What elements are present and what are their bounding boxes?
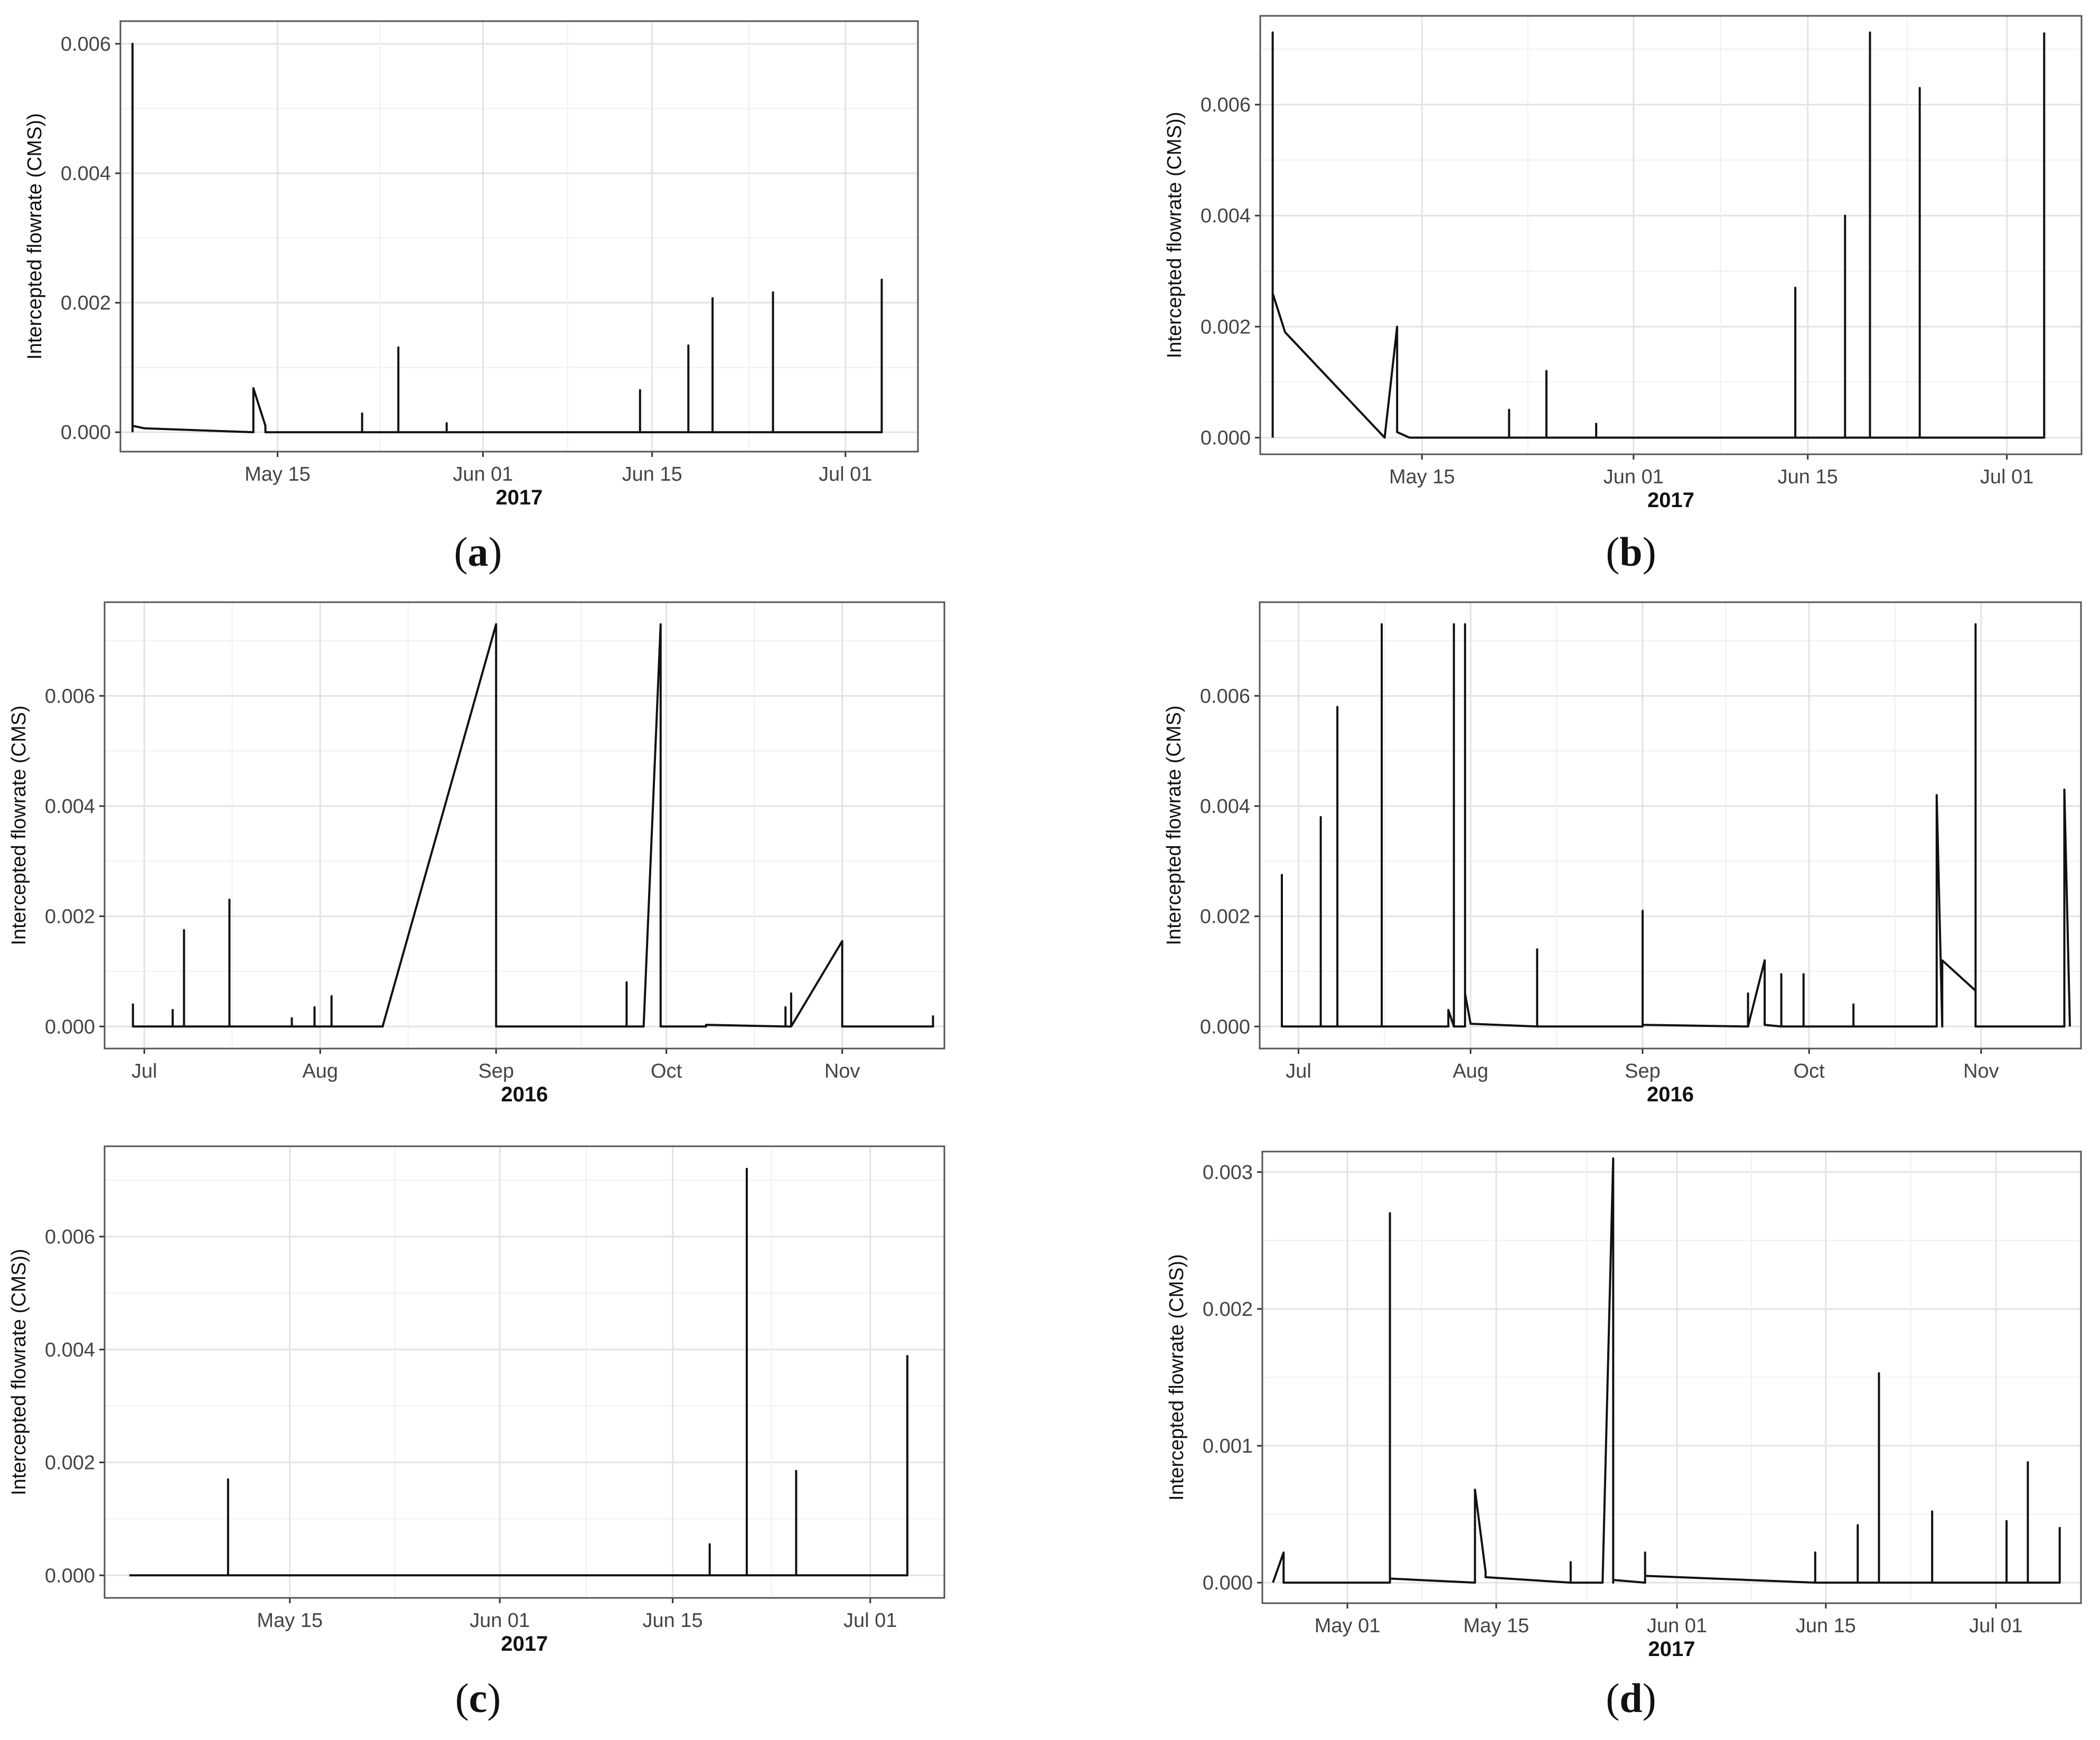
series-line: [1271, 31, 2046, 439]
series-line: [1281, 623, 2071, 1028]
x-tick-label: Jun 15: [1796, 1615, 1856, 1637]
y-tick-label: 0.006: [45, 1226, 95, 1248]
x-tick-label: Jun 15: [622, 463, 682, 485]
chart-a-top: 0.000 0.002 0.004 0.006 May 15 Jun 01 Jun 15 Ju…: [24, 20, 919, 509]
y-tick-label: 0.002: [1203, 1298, 1253, 1321]
panel-label-c-text: c: [468, 1675, 487, 1721]
y-tick-label: 0.001: [1203, 1435, 1253, 1457]
x-tick-label: Jul 01: [819, 463, 872, 485]
series-line: [131, 42, 883, 434]
plot-background: [105, 602, 944, 1049]
y-tick-label: 0.000: [1201, 427, 1251, 449]
y-axis-title: Intercepted flowrate (CMS)): [24, 113, 46, 360]
y-tick-label: 0.002: [1201, 316, 1251, 338]
x-tick-label: May 15: [257, 1610, 323, 1632]
plot-border: [1261, 1150, 2082, 1604]
x-tick-label: Nov: [1963, 1060, 1999, 1082]
x-tick-label: Sep: [478, 1060, 514, 1082]
y-tick-label: 0.002: [45, 1452, 95, 1474]
x-tick-label: May 15: [245, 463, 311, 485]
x-axis-title: 2016: [1647, 1083, 1694, 1106]
y-tick-label: 0.002: [1200, 906, 1250, 928]
y-tick-label: 0.000: [45, 1016, 95, 1038]
x-tick-label: Jun 01: [1604, 466, 1664, 488]
x-tick-label: May 15: [1464, 1615, 1530, 1637]
y-tick-label: 0.000: [45, 1565, 95, 1587]
plot-border: [119, 20, 919, 453]
y-tick-label: 0.004: [45, 1339, 95, 1361]
series-line: [129, 1167, 908, 1577]
plot-border: [1259, 601, 2082, 1050]
panel-label-d-text: d: [1619, 1675, 1643, 1721]
series-line: [1272, 1157, 2061, 1584]
x-axis-title: 2017: [1647, 489, 1694, 512]
x-tick-label: Jul 01: [1980, 466, 2033, 488]
y-tick-label: 0.002: [45, 906, 95, 928]
x-tick-label: Nov: [824, 1060, 860, 1082]
plot-border: [104, 601, 945, 1050]
x-tick-label: Aug: [1452, 1060, 1488, 1082]
chart-b-top: 0.000 0.002 0.004 0.006 May 15 Jun 01 Jun 15 Ju…: [1164, 15, 2083, 512]
y-tick-label: 0.004: [45, 796, 95, 818]
x-axis-title: 2016: [501, 1083, 548, 1106]
x-tick-label: Sep: [1625, 1060, 1661, 1082]
y-tick-label: 0.000: [1200, 1016, 1250, 1038]
panel-label-c: (c): [455, 1675, 501, 1721]
y-axis-title: Intercepted flowrate (CMS): [8, 705, 30, 945]
series-line: [132, 623, 934, 1028]
panel-label-d: (d): [1606, 1675, 1656, 1721]
x-tick-label: Jun 01: [1647, 1615, 1707, 1637]
y-tick-label: 0.006: [61, 33, 111, 55]
plot-background: [1260, 602, 2081, 1049]
chart-c: 0.000 0.002 0.004 0.006 May 15 Jun 01 Jun 15 Ju…: [8, 1145, 945, 1655]
x-tick-label: Jun 15: [643, 1610, 703, 1632]
x-tick-label: Jul: [1286, 1060, 1311, 1082]
x-axis-title: 2017: [496, 486, 543, 509]
x-tick-label: Jun 15: [1778, 466, 1838, 488]
x-tick-label: May 15: [1389, 466, 1455, 488]
x-tick-label: Jun 01: [470, 1610, 530, 1632]
panel-label-a-text: a: [467, 529, 489, 575]
x-tick-label: Jul 01: [1969, 1615, 2022, 1637]
plot-border: [1259, 15, 2083, 455]
chart-b-bottom: 0.000 0.002 0.004 0.006 Jul Aug Sep Oct Nov 2016 I…: [1163, 601, 2082, 1106]
y-tick-label: 0.004: [1200, 796, 1250, 818]
plot-background: [105, 1146, 944, 1598]
x-axis-title: 2017: [1648, 1638, 1695, 1661]
x-tick-label: May 01: [1315, 1615, 1381, 1637]
y-tick-label: 0.000: [1203, 1572, 1253, 1594]
y-tick-label: 0.000: [61, 422, 111, 444]
plot-background: [1260, 16, 2082, 454]
y-tick-label: 0.003: [1203, 1162, 1253, 1184]
y-axis-title: Intercepted flowrate (CMS)): [1166, 1254, 1188, 1501]
y-tick-label: 0.006: [1200, 685, 1250, 707]
x-axis-title: 2017: [501, 1632, 548, 1655]
plot-background: [120, 21, 918, 452]
chart-d: 0.000 0.001 0.002 0.003 May 01 May 15 Jun 01 Ju…: [1166, 1150, 2082, 1661]
chart-a-bottom: 0.000 0.002 0.004 0.006 Jul Aug Sep Oct Nov 2016 I…: [8, 601, 945, 1106]
panel-label-b-text: b: [1619, 529, 1643, 575]
x-tick-label: Oct: [651, 1060, 682, 1082]
y-axis-title: Intercepted flowrate (CMS): [1163, 705, 1185, 945]
panel-label-a: (a): [454, 529, 502, 575]
y-tick-label: 0.004: [61, 163, 111, 185]
y-axis-title: Intercepted flowrate (CMS)): [1164, 112, 1186, 359]
y-tick-label: 0.004: [1201, 205, 1251, 227]
panel-label-b: (b): [1606, 529, 1656, 575]
y-axis-title: Intercepted flowrate (CMS)): [8, 1249, 30, 1495]
x-tick-label: Oct: [1794, 1060, 1825, 1082]
plot-border: [104, 1145, 945, 1599]
y-tick-label: 0.006: [1201, 94, 1251, 116]
x-tick-label: Jul 01: [843, 1610, 897, 1632]
x-tick-label: Jun 01: [453, 463, 513, 485]
x-tick-label: Aug: [302, 1060, 338, 1082]
x-tick-label: Jul: [132, 1060, 157, 1082]
y-tick-label: 0.006: [45, 685, 95, 707]
y-tick-label: 0.002: [61, 292, 111, 314]
